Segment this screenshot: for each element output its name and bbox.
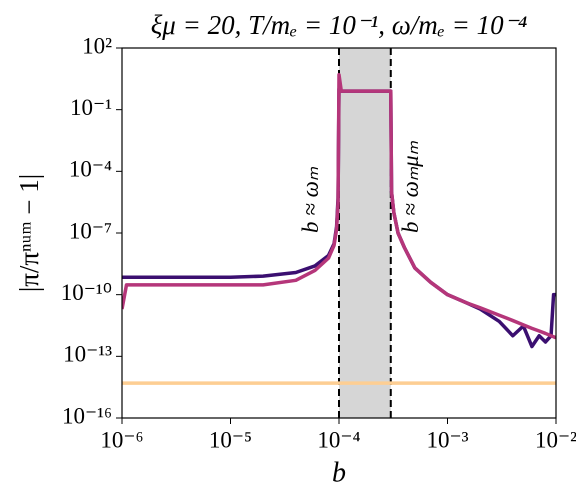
x-tick-label: 10⁻²: [535, 427, 576, 452]
x-tick-label: 10⁻⁶: [100, 427, 143, 452]
y-tick-label: 10⁻¹³: [63, 342, 112, 367]
x-tick-label: 10⁻⁴: [317, 427, 360, 452]
x-tick-label: 10⁻⁵: [209, 427, 252, 452]
axes: b ≈ ωₘ b ≈ ωₘμₘ 10⁻⁶ 10⁻⁵ 10⁻⁴ 10⁻³ 10⁻² 10⁻¹⁶ 1…: [61, 33, 576, 452]
annotation: b ≈ ωₘ: [298, 166, 323, 233]
x-axis-label: b: [332, 457, 346, 488]
y-tick-label: 10⁻⁴: [69, 157, 112, 182]
data-line: [122, 72, 556, 340]
x-tick-label: 10⁻³: [426, 427, 468, 452]
y-axis-label: |π/πⁿᵘᵐ − 1|: [14, 174, 44, 292]
y-tick-label: 10²: [82, 33, 112, 58]
plot-area: [122, 48, 556, 418]
y-tick-label: 10⁻¹⁶: [62, 403, 112, 428]
chart-title: ξμ = 20, T/mₑ = 10⁻¹, ω/mₑ = 10⁻⁴: [151, 10, 528, 40]
shaded-region: [339, 48, 391, 418]
y-tick-label: 10⁻¹: [70, 95, 112, 120]
y-tick-label: 10⁻⁷: [69, 218, 112, 243]
annotation: b ≈ ωₘμₘ: [398, 140, 423, 233]
y-tick-label: 10⁻¹⁰: [61, 280, 112, 305]
